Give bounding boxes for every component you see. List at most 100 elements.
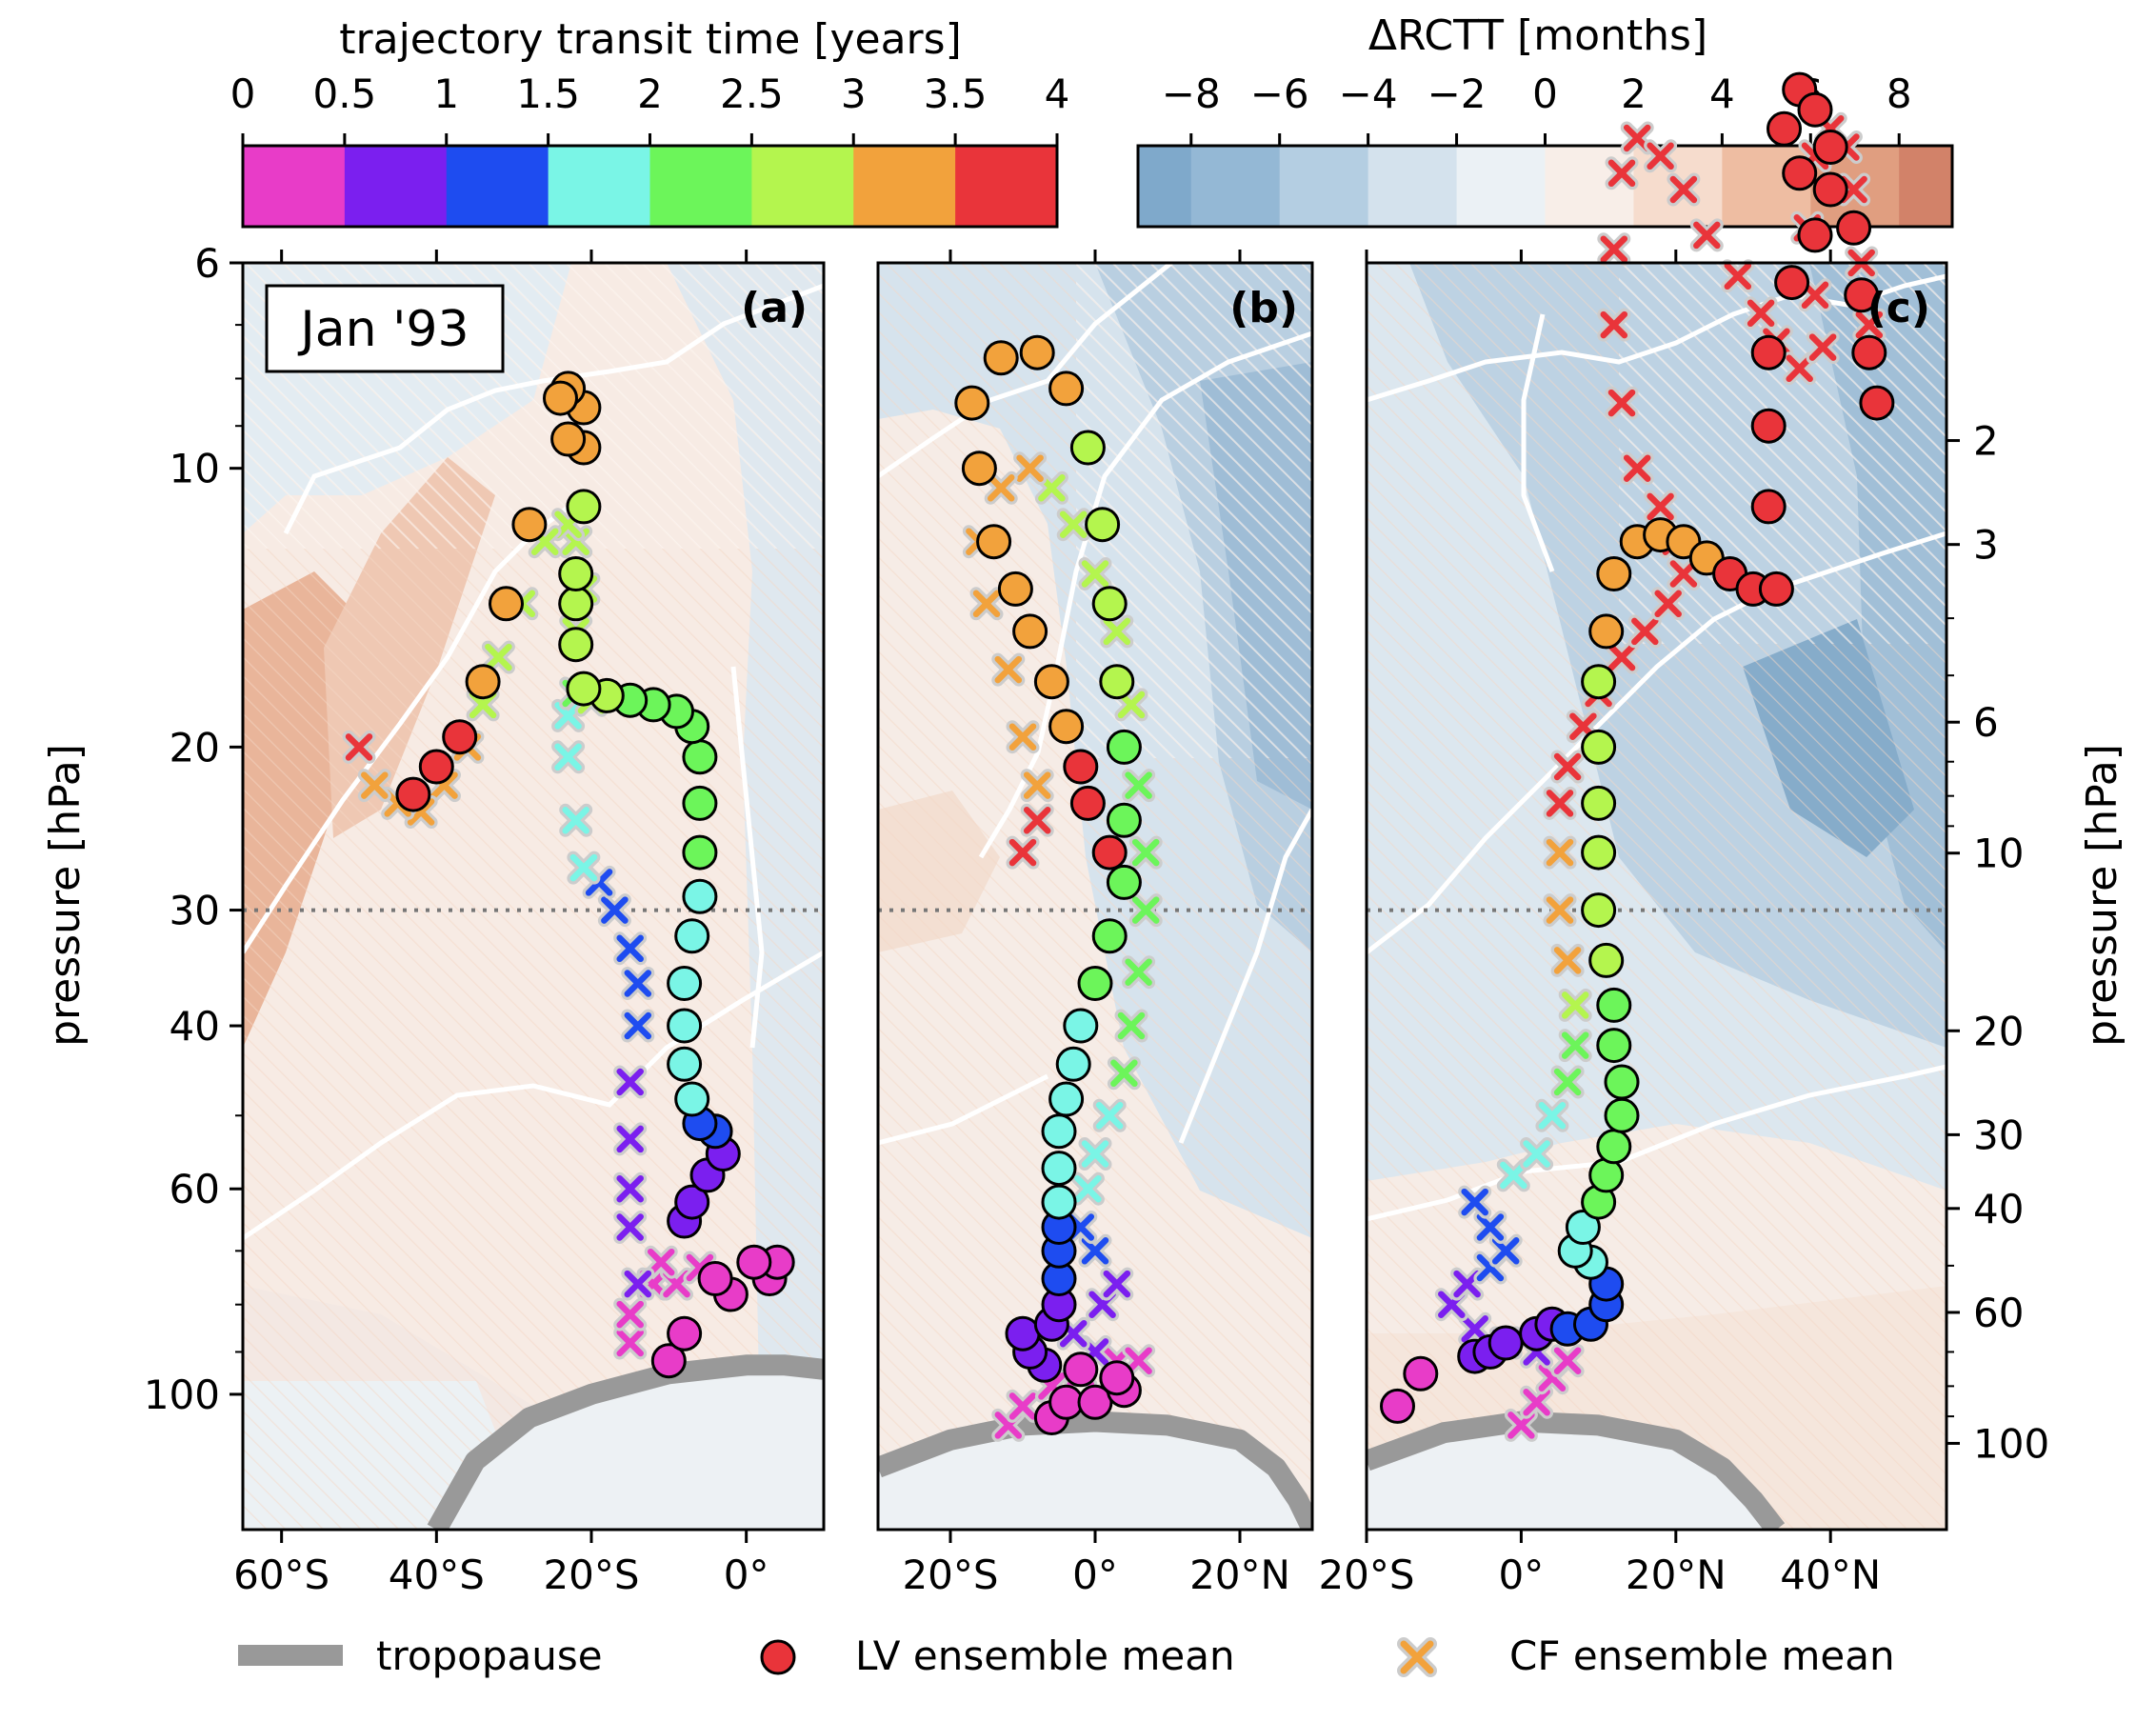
cf-point <box>1128 893 1163 928</box>
drctt-colorbar-tick-label: 8 <box>1886 70 1912 117</box>
cf-point <box>1620 451 1654 486</box>
cf-point <box>1458 1185 1492 1219</box>
cf-point <box>1550 750 1585 784</box>
x-tick-label: 60°S <box>233 1552 329 1598</box>
cf-point <box>613 1297 648 1332</box>
drctt-colorbar-tick-label: 4 <box>1709 70 1735 117</box>
lv-point <box>550 421 587 457</box>
panel-b-xaxis: 20°S 0° 20°N <box>902 250 1290 1598</box>
drctt-colorbar-tick-label: −8 <box>1162 70 1221 117</box>
cf-point <box>613 931 648 966</box>
lv-point <box>1604 1097 1640 1133</box>
cf-point <box>1128 835 1163 870</box>
transit-colorbar-tick-label: 1.5 <box>516 70 580 117</box>
cf-point <box>1605 386 1639 420</box>
lv-point <box>1077 966 1113 1001</box>
lv-point <box>1750 334 1787 370</box>
cf-point <box>1020 769 1054 803</box>
lv-point <box>1750 408 1787 444</box>
lv-point <box>1797 217 1833 253</box>
cf-point <box>1597 308 1631 342</box>
troposphere-area <box>878 1421 1312 1530</box>
lv-point <box>1099 1360 1135 1396</box>
lv-point <box>558 627 594 663</box>
lv-point <box>997 571 1033 607</box>
cf-point <box>969 587 1004 621</box>
lv-point <box>1836 210 1872 246</box>
right-y-axis-label: pressure [hPa] <box>2078 744 2126 1047</box>
panel-a-frame <box>241 261 826 1532</box>
transit-colorbar-ticks: 0 0.5 1 1.5 2 2.5 3 3.5 4 <box>230 70 1069 146</box>
cf-point <box>1473 1211 1507 1244</box>
cf-point <box>597 893 631 928</box>
drctt-colorbar-swatch <box>1279 146 1369 227</box>
cf-point <box>1667 172 1701 207</box>
lv-point <box>1063 1352 1099 1388</box>
x-tick-label: 40°S <box>389 1552 485 1598</box>
cf-point <box>1496 1158 1530 1192</box>
right-y-tick-label: 100 <box>1973 1420 2049 1467</box>
drctt-colorbar-swatch <box>1190 146 1281 227</box>
lv-point <box>667 966 703 1001</box>
panel-c-tropopause-region <box>1367 1411 1786 1530</box>
cf-point <box>1543 835 1577 870</box>
panel-a-annotation-box <box>265 284 505 373</box>
lv-point <box>667 1315 703 1352</box>
cf-point <box>481 640 515 674</box>
lv-point <box>1019 334 1055 370</box>
transit-colorbar-swatch <box>548 146 650 227</box>
cf-point <box>567 851 601 885</box>
cf-point <box>1520 1385 1554 1419</box>
cf-point <box>613 1171 648 1206</box>
cf-point <box>1605 640 1639 674</box>
legend-lv-label: LV ensemble mean <box>855 1632 1235 1679</box>
cf-point <box>1535 1098 1569 1132</box>
transit-colorbar-tick-label: 1 <box>433 70 459 117</box>
cf-point <box>1558 988 1592 1022</box>
panel-a-cf-series <box>342 508 717 1360</box>
lv-point <box>1380 1388 1415 1424</box>
lv-point <box>566 671 602 707</box>
lv-point <box>1106 729 1142 765</box>
cf-point <box>621 967 655 1000</box>
drctt-colorbar-title: ΔRCTT [months] <box>1368 11 1707 60</box>
cf-point <box>1114 688 1148 722</box>
cf-point <box>1558 1029 1592 1063</box>
lv-point <box>1581 785 1617 821</box>
drctt-colorbar-swatch <box>1456 146 1546 227</box>
cf-point <box>1605 156 1639 190</box>
panel-c-frame <box>1365 261 1948 1532</box>
y-tick-label: 60 <box>170 1166 220 1212</box>
x-tick-label: 40°N <box>1780 1552 1881 1598</box>
right-y-tick-label: 40 <box>1973 1186 2024 1232</box>
lv-point <box>511 507 548 543</box>
lv-point <box>674 1081 710 1117</box>
lv-point <box>983 340 1019 376</box>
lv-point <box>1091 918 1128 954</box>
legend: tropopause LV ensemble mean CF ensemble … <box>238 1632 1895 1679</box>
cf-point <box>613 1326 648 1360</box>
panel-b-label: (b) <box>1229 284 1298 332</box>
lv-point <box>1581 664 1617 700</box>
panel-c-xaxis: 20°S 0° 20°N 40°N <box>1318 250 1881 1598</box>
cf-point <box>1006 1389 1040 1423</box>
x-tick-label: 20°S <box>902 1552 998 1598</box>
drctt-colorbar-frame <box>1136 144 1954 229</box>
lv-point <box>1774 265 1810 301</box>
cf-point <box>1078 557 1112 591</box>
panel-b: 20°S 0° 20°N (b) <box>876 250 1314 1598</box>
y-tick-label: 6 <box>194 240 220 287</box>
x-tick-label: 20°S <box>543 1552 639 1598</box>
x-tick-label: 20°N <box>1189 1552 1290 1598</box>
lv-point <box>682 785 718 821</box>
cf-point <box>1627 614 1662 649</box>
cf-point <box>1100 1267 1134 1301</box>
lv-point <box>1767 110 1802 147</box>
transit-colorbar-tick-label: 2.5 <box>720 70 784 117</box>
lv-point <box>395 776 431 812</box>
drctt-colorbar-tick-label: 0 <box>1532 70 1558 117</box>
cf-point <box>1122 769 1156 803</box>
legend-cf-label: CF ensemble mean <box>1509 1632 1895 1679</box>
drctt-colorbar-tick-label: −6 <box>1250 70 1309 117</box>
lv-point <box>1750 489 1787 525</box>
